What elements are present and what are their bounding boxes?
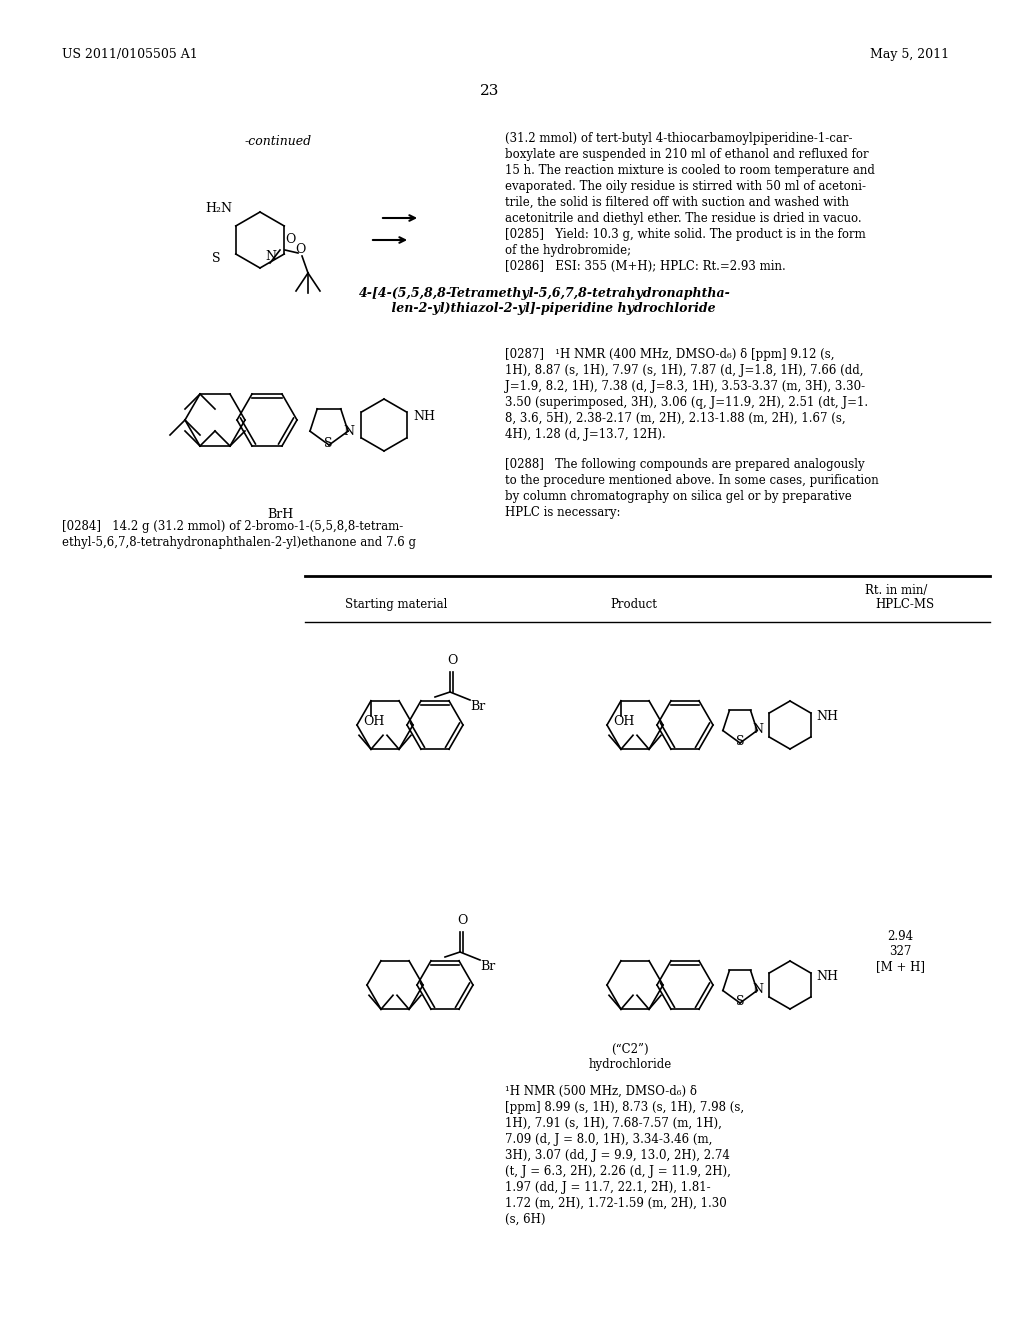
Text: O: O [447, 653, 458, 667]
Text: NH: NH [413, 411, 435, 422]
Text: US 2011/0105505 A1: US 2011/0105505 A1 [62, 48, 198, 61]
Text: Starting material: Starting material [345, 598, 447, 611]
Text: 1.72 (m, 2H), 1.72-1.59 (m, 2H), 1.30: 1.72 (m, 2H), 1.72-1.59 (m, 2H), 1.30 [505, 1197, 727, 1210]
Text: 4-[4-(5,5,8,8-Tetramethyl-5,6,7,8-tetrahydronaphtha-
    len-2-yl)thiazol-2-yl]-: 4-[4-(5,5,8,8-Tetramethyl-5,6,7,8-tetrah… [359, 286, 731, 315]
Text: NH: NH [816, 970, 838, 983]
Text: 1.97 (dd, J = 11.7, 22.1, 2H), 1.81-: 1.97 (dd, J = 11.7, 22.1, 2H), 1.81- [505, 1181, 711, 1195]
Text: boxylate are suspended in 210 ml of ethanol and refluxed for: boxylate are suspended in 210 ml of etha… [505, 148, 868, 161]
Text: by column chromatography on silica gel or by preparative: by column chromatography on silica gel o… [505, 490, 852, 503]
Text: HPLC is necessary:: HPLC is necessary: [505, 506, 621, 519]
Text: S: S [736, 995, 744, 1008]
Text: 3H), 3.07 (dd, J = 9.9, 13.0, 2H), 2.74: 3H), 3.07 (dd, J = 9.9, 13.0, 2H), 2.74 [505, 1148, 730, 1162]
Text: BrH: BrH [267, 508, 293, 521]
Text: [0287]   ¹H NMR (400 MHz, DMSO-d₆) δ [ppm] 9.12 (s,: [0287] ¹H NMR (400 MHz, DMSO-d₆) δ [ppm]… [505, 348, 835, 360]
Text: ethyl-5,6,7,8-tetrahydronaphthalen-2-yl)ethanone and 7.6 g: ethyl-5,6,7,8-tetrahydronaphthalen-2-yl)… [62, 536, 416, 549]
Text: Rt. in min/: Rt. in min/ [865, 583, 928, 597]
Text: 4H), 1.28 (d, J=13.7, 12H).: 4H), 1.28 (d, J=13.7, 12H). [505, 428, 666, 441]
Text: 15 h. The reaction mixture is cooled to room temperature and: 15 h. The reaction mixture is cooled to … [505, 164, 874, 177]
Text: OH: OH [613, 714, 635, 727]
Text: N: N [752, 723, 763, 737]
Text: 7.09 (d, J = 8.0, 1H), 3.34-3.46 (m,: 7.09 (d, J = 8.0, 1H), 3.34-3.46 (m, [505, 1133, 713, 1146]
Text: acetonitrile and diethyl ether. The residue is dried in vacuo.: acetonitrile and diethyl ether. The resi… [505, 213, 861, 224]
Text: (t, J = 6.3, 2H), 2.26 (d, J = 11.9, 2H),: (t, J = 6.3, 2H), 2.26 (d, J = 11.9, 2H)… [505, 1166, 731, 1177]
Text: N: N [343, 425, 354, 438]
Text: 8, 3.6, 5H), 2.38-2.17 (m, 2H), 2.13-1.88 (m, 2H), 1.67 (s,: 8, 3.6, 5H), 2.38-2.17 (m, 2H), 2.13-1.8… [505, 412, 846, 425]
Text: N: N [265, 249, 276, 263]
Text: O: O [457, 913, 467, 927]
Text: ¹H NMR (500 MHz, DMSO-d₆) δ: ¹H NMR (500 MHz, DMSO-d₆) δ [505, 1085, 697, 1098]
Text: (s, 6H): (s, 6H) [505, 1213, 546, 1226]
Text: May 5, 2011: May 5, 2011 [870, 48, 949, 61]
Text: S: S [212, 252, 220, 265]
Text: O: O [295, 243, 305, 256]
Text: (“C2”)
hydrochloride: (“C2”) hydrochloride [589, 1043, 672, 1071]
Text: [0284]   14.2 g (31.2 mmol) of 2-bromo-1-(5,5,8,8-tetram-: [0284] 14.2 g (31.2 mmol) of 2-bromo-1-(… [62, 520, 403, 533]
Text: [0288]   The following compounds are prepared analogously: [0288] The following compounds are prepa… [505, 458, 864, 471]
Text: OH: OH [362, 714, 384, 727]
Text: trile, the solid is filtered off with suction and washed with: trile, the solid is filtered off with su… [505, 195, 849, 209]
Text: (31.2 mmol) of tert-butyl 4-thiocarbamoylpiperidine-1-car-: (31.2 mmol) of tert-butyl 4-thiocarbamoy… [505, 132, 853, 145]
Text: 1H), 7.91 (s, 1H), 7.68-7.57 (m, 1H),: 1H), 7.91 (s, 1H), 7.68-7.57 (m, 1H), [505, 1117, 722, 1130]
Text: evaporated. The oily residue is stirred with 50 ml of acetoni-: evaporated. The oily residue is stirred … [505, 180, 866, 193]
Text: HPLC-MS: HPLC-MS [874, 598, 934, 611]
Text: to the procedure mentioned above. In some cases, purification: to the procedure mentioned above. In som… [505, 474, 879, 487]
Text: [ppm] 8.99 (s, 1H), 8.73 (s, 1H), 7.98 (s,: [ppm] 8.99 (s, 1H), 8.73 (s, 1H), 7.98 (… [505, 1101, 744, 1114]
Text: Br: Br [480, 960, 496, 973]
Text: 23: 23 [480, 84, 500, 98]
Text: of the hydrobromide;: of the hydrobromide; [505, 244, 631, 257]
Text: Br: Br [470, 700, 485, 713]
Text: -continued: -continued [245, 135, 312, 148]
Text: 3.50 (superimposed, 3H), 3.06 (q, J=11.9, 2H), 2.51 (dt, J=1.: 3.50 (superimposed, 3H), 3.06 (q, J=11.9… [505, 396, 868, 409]
Text: 1H), 8.87 (s, 1H), 7.97 (s, 1H), 7.87 (d, J=1.8, 1H), 7.66 (dd,: 1H), 8.87 (s, 1H), 7.97 (s, 1H), 7.87 (d… [505, 364, 863, 378]
Text: H₂N: H₂N [205, 202, 232, 215]
Text: S: S [736, 735, 744, 748]
Text: [0286]   ESI: 355 (M+H); HPLC: Rt.=2.93 min.: [0286] ESI: 355 (M+H); HPLC: Rt.=2.93 mi… [505, 260, 785, 273]
Text: Product: Product [610, 598, 656, 611]
Text: [0285]   Yield: 10.3 g, white solid. The product is in the form: [0285] Yield: 10.3 g, white solid. The p… [505, 228, 865, 242]
Text: N: N [752, 983, 763, 997]
Text: NH: NH [816, 710, 838, 723]
Text: J=1.9, 8.2, 1H), 7.38 (d, J=8.3, 1H), 3.53-3.37 (m, 3H), 3.30-: J=1.9, 8.2, 1H), 7.38 (d, J=8.3, 1H), 3.… [505, 380, 865, 393]
Text: S: S [324, 437, 333, 450]
Text: O: O [285, 234, 295, 246]
Text: 2.94
327
[M + H]: 2.94 327 [M + H] [876, 931, 925, 973]
